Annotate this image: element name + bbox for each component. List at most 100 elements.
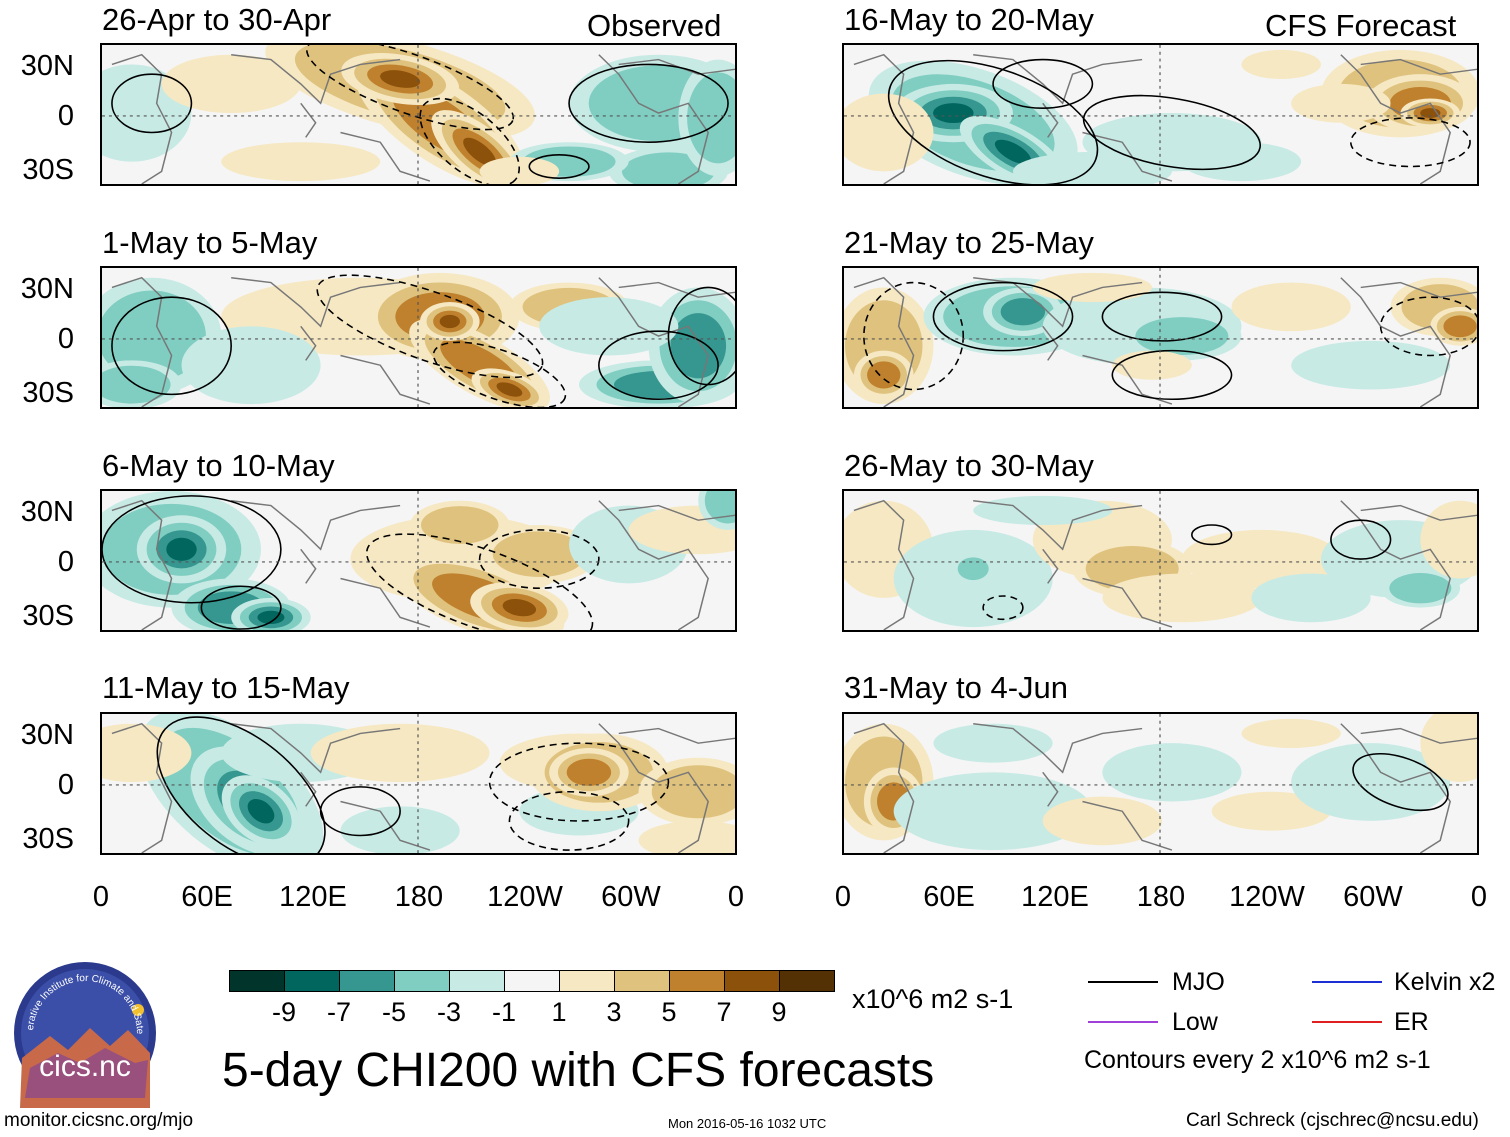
colorbar-tick-label: 1 <box>551 997 567 1027</box>
mjo-contour <box>102 495 282 604</box>
lat-label: 30S <box>22 377 74 409</box>
wet-anomaly-region <box>257 610 285 624</box>
dry-anomaly-region <box>1241 49 1321 80</box>
mjo-contour <box>316 274 544 379</box>
dry-anomaly-region <box>1042 796 1162 846</box>
lon-label: 0 <box>727 881 745 913</box>
mjo-contour <box>667 286 735 386</box>
mjo-contour <box>1111 349 1233 401</box>
mjo-contour <box>111 296 232 396</box>
figure-title: 5-day CHI200 with CFS forecasts <box>222 1044 935 1097</box>
anomaly-map <box>844 714 1477 853</box>
colorbar-swatch <box>504 970 560 992</box>
panel-title: 16-May to 20-May <box>844 2 1094 37</box>
coastline <box>300 771 317 807</box>
wet-anomaly-region <box>166 537 197 561</box>
dry-anomaly-region <box>844 93 934 172</box>
map-panel <box>842 712 1479 855</box>
wet-anomaly-region <box>1000 298 1046 326</box>
coastline <box>231 722 401 774</box>
mjo-contour <box>1082 94 1262 171</box>
coastline <box>300 325 317 361</box>
anomaly-map <box>102 491 735 630</box>
wet-anomaly-region <box>933 723 1053 763</box>
dry-anomaly-region <box>161 54 301 114</box>
logo-text: cics.nc <box>39 1050 131 1083</box>
mjo-contour <box>508 790 630 851</box>
dry-anomaly-region <box>1443 315 1477 338</box>
map-panel <box>100 712 737 855</box>
legend-line-mjo <box>1088 981 1158 983</box>
panel-title: 11-May to 15-May <box>102 670 350 705</box>
lat-label: 30N <box>20 273 74 305</box>
dry-anomaly-region <box>1112 350 1192 380</box>
lon-label: 180 <box>1136 881 1186 913</box>
wet-anomaly-region <box>539 297 679 356</box>
coastline <box>853 722 915 853</box>
lon-label: 0 <box>834 881 852 913</box>
dry-anomaly-region <box>638 820 735 853</box>
coastline <box>618 727 735 744</box>
coastline <box>1042 771 1059 807</box>
observed-label: Observed <box>587 8 722 43</box>
lat-label: 30S <box>22 600 74 632</box>
coastline <box>1340 500 1451 630</box>
colorbar-tick-label: 3 <box>606 997 622 1027</box>
cicsnc-logo[interactable]: Cooperative Institute for Climate and Sa… <box>6 950 160 1108</box>
coastline <box>973 722 1143 774</box>
dry-anomaly-region <box>221 142 381 182</box>
coastline <box>1360 58 1477 75</box>
lon-label: 180 <box>394 881 444 913</box>
lat-label: 30N <box>20 719 74 751</box>
colorbar-swatch <box>449 970 505 992</box>
dry-anomaly-region <box>566 758 612 786</box>
mjo-contour <box>419 97 521 184</box>
panel-title: 21-May to 25-May <box>844 225 1094 260</box>
coastline <box>598 277 709 407</box>
mjo-contour <box>598 330 719 401</box>
wet-anomaly-region <box>1389 573 1452 604</box>
coastline <box>973 499 1143 551</box>
wet-anomaly-region <box>687 72 735 164</box>
legend-label-mjo: MJO <box>1172 968 1225 996</box>
mjo-contour <box>528 154 590 179</box>
anomaly-map <box>844 45 1477 184</box>
wet-anomaly-region <box>670 313 727 379</box>
colorbar-swatch <box>559 970 615 992</box>
coastline <box>1360 727 1477 744</box>
wet-anomaly-region <box>893 772 1093 851</box>
dry-anomaly-region <box>1102 573 1262 623</box>
dry-anomaly-region <box>1420 500 1477 579</box>
mjo-contour <box>488 742 670 822</box>
coastline <box>618 281 735 298</box>
lat-label: 0 <box>57 323 74 355</box>
coastline <box>853 276 915 407</box>
dry-anomaly-region <box>651 765 735 819</box>
lon-label: 0 <box>92 881 110 913</box>
mjo-contour <box>319 786 401 837</box>
contour-note: Contours every 2 x10^6 m2 s-1 <box>1084 1046 1431 1074</box>
wet-anomaly-region <box>933 103 974 123</box>
mjo-contour <box>111 73 193 134</box>
wet-anomaly-region <box>181 326 321 405</box>
coastline <box>1042 102 1059 138</box>
mjo-contour <box>887 59 1099 184</box>
lon-label: 120W <box>1229 881 1305 913</box>
coastline <box>231 499 401 551</box>
dry-anomaly-region <box>1231 282 1351 332</box>
coastline <box>111 499 173 630</box>
mjo-contour <box>1350 117 1471 168</box>
mjo-contour <box>156 716 326 853</box>
coastline <box>111 722 173 853</box>
footer-author: Carl Schreck (cjschrec@ncsu.edu) <box>1186 1110 1479 1131</box>
wet-anomaly-region <box>704 491 735 524</box>
mjo-contour <box>478 529 600 589</box>
wet-anomaly-region <box>1251 573 1371 623</box>
dry-anomaly-region <box>1211 791 1331 831</box>
colorbar-tick-label: -7 <box>326 997 351 1027</box>
legend-label-kelvin: Kelvin x2 <box>1394 968 1496 996</box>
footer-url[interactable]: monitor.cicsnc.org/mjo <box>4 1110 194 1131</box>
colorbar-tick-label: -3 <box>436 997 461 1027</box>
coastline <box>853 499 915 630</box>
map-panel <box>100 43 737 186</box>
